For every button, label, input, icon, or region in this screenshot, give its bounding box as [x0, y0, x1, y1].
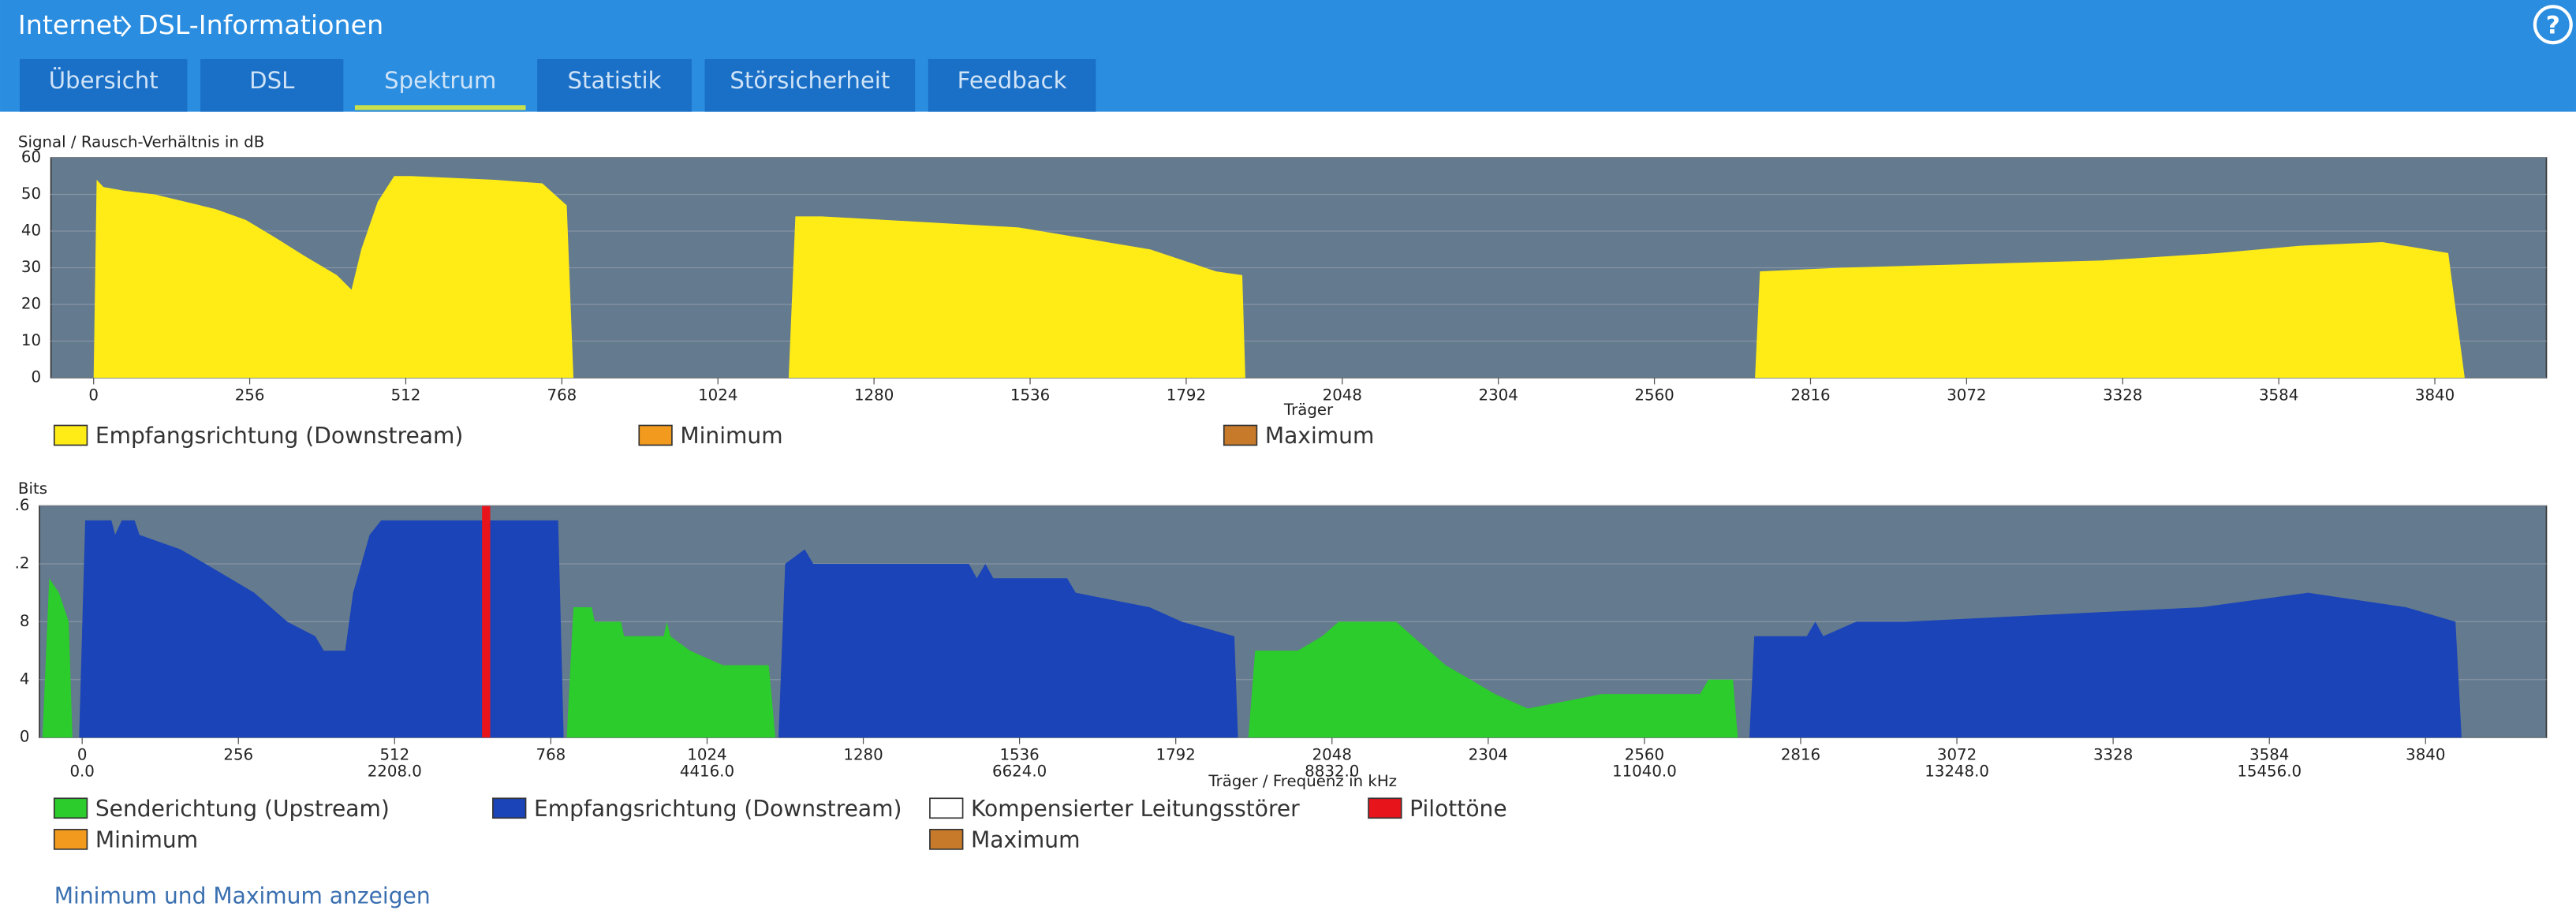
y-tick-label: .6 [15, 496, 30, 514]
y-tick-label: 0 [32, 368, 42, 386]
y-tick-label: 40 [21, 221, 41, 239]
x2-tick-label: 0.0 [69, 762, 94, 780]
x-tick-label: 2048 [1312, 746, 1352, 764]
legend-label: Maximum [971, 826, 1081, 852]
x2-tick-label: 8832.0 [1305, 762, 1359, 780]
tab-label[interactable]: DSL [249, 67, 295, 94]
y-axis-title: Bits [18, 479, 47, 498]
legend-label: Empfangsrichtung (Downstream) [95, 423, 464, 449]
x-tick-label: 0 [88, 386, 99, 404]
y-tick-label: 60 [21, 147, 41, 166]
x-tick-label: 3072 [1937, 746, 1977, 764]
legend-swatch [929, 829, 964, 850]
x-tick-label: 2304 [1469, 746, 1508, 764]
x2-tick-label: 13248.0 [1925, 762, 1989, 780]
tab[interactable] [537, 58, 692, 112]
legend-swatch [492, 797, 527, 819]
x-tick-label: 1792 [1156, 746, 1196, 764]
x-tick-label: 256 [223, 746, 253, 764]
tab[interactable] [354, 58, 526, 112]
x-tick-label: 1024 [698, 386, 737, 404]
breadcrumb-separator [121, 15, 132, 37]
legend-swatch [53, 829, 88, 850]
tab[interactable] [200, 58, 344, 112]
x2-tick-label: 15456.0 [2237, 762, 2302, 780]
legend-swatch [929, 797, 964, 819]
help-icon-text[interactable]: ? [2546, 11, 2560, 39]
breadcrumb-item[interactable]: Internet [18, 9, 122, 40]
x-tick-label: 1280 [854, 386, 894, 404]
x-tick-label: 2560 [1634, 386, 1674, 404]
x-tick-label: 1792 [1167, 386, 1206, 404]
x-tick-label: 0 [77, 746, 88, 764]
x-tick-label: 3584 [2249, 746, 2289, 764]
legend-swatch [53, 424, 88, 446]
legend-swatch [1368, 797, 1402, 819]
x-tick-label: 3072 [1947, 386, 1986, 404]
x2-tick-label: 6624.0 [992, 762, 1047, 780]
tab[interactable] [20, 58, 188, 112]
area [93, 176, 2465, 379]
x-tick-label: 2816 [1790, 386, 1830, 404]
y-tick-label: 50 [21, 185, 41, 203]
tab[interactable] [704, 58, 916, 112]
y-axis-title: Signal / Rausch-Verhältnis in dB [18, 133, 264, 151]
y-tick-label: 10 [21, 331, 41, 349]
y-tick-label: 4 [20, 670, 30, 688]
toggle-min-max-link[interactable]: Minimum und Maximum anzeigen [54, 882, 431, 908]
x-tick-label: 2816 [1781, 746, 1820, 764]
x-tick-label: 512 [391, 386, 421, 404]
x-tick-label: 2560 [1625, 746, 1664, 764]
x-axis-title: Träger [1283, 401, 1334, 419]
area [79, 520, 2462, 738]
x2-tick-label: 4416.0 [680, 762, 734, 780]
tab-label[interactable]: Übersicht [49, 67, 159, 94]
breadcrumb-item: DSL-Informationen [138, 9, 383, 40]
x-tick-label: 3328 [2093, 746, 2133, 764]
x-tick-label: 768 [536, 746, 566, 764]
tab-label[interactable]: Statistik [568, 67, 662, 94]
x-tick-label: 2048 [1323, 386, 1362, 404]
x-tick-label: 1536 [999, 746, 1039, 764]
legend-label: Minimum [95, 826, 198, 852]
y-tick-label: .2 [15, 554, 30, 572]
x2-tick-label: 11040.0 [1612, 762, 1677, 780]
x-tick-label: 512 [379, 746, 409, 764]
x-tick-label: 1536 [1010, 386, 1050, 404]
tab[interactable] [928, 58, 1096, 112]
legend-label: Maximum [1265, 423, 1375, 449]
x-tick-label: 256 [235, 386, 265, 404]
x-tick-label: 2304 [1479, 386, 1518, 404]
y-tick-label: 30 [21, 258, 41, 276]
x-tick-label: 3328 [2103, 386, 2142, 404]
legend-swatch [638, 424, 673, 446]
legend-label: Empfangsrichtung (Downstream) [534, 796, 902, 822]
x-tick-label: 3840 [2415, 386, 2455, 404]
pilot-tone-bar [482, 505, 491, 738]
y-tick-label: 8 [20, 612, 30, 630]
x-tick-label: 768 [547, 386, 577, 404]
tab-label[interactable]: Störsicherheit [730, 67, 890, 94]
x-axis-title: Träger / Frequenz in kHz [1208, 772, 1397, 790]
legend-swatch [1223, 424, 1258, 446]
tab-active-indicator [354, 105, 526, 110]
legend-label: Pilottöne [1409, 796, 1507, 822]
tab-bar: Übersicht DSL Spektrum Statistik Störsicherh… [20, 58, 1096, 112]
legend-label: Minimum [680, 423, 782, 449]
y-tick-label: 0 [20, 728, 30, 746]
x-tick-label: 3584 [2259, 386, 2298, 404]
legend-swatch [53, 797, 88, 819]
x-tick-label: 1024 [687, 746, 726, 764]
help-icon[interactable] [2533, 5, 2573, 45]
tab-label[interactable]: Spektrum [384, 67, 496, 94]
tab-label[interactable]: Feedback [958, 67, 1067, 94]
y-tick-label: 20 [21, 295, 41, 313]
legend-label: Kompensierter Leitungsstörer [971, 796, 1300, 822]
x2-tick-label: 2208.0 [368, 762, 422, 780]
area [42, 578, 1738, 738]
legend-label: Senderichtung (Upstream) [95, 796, 390, 822]
x-tick-label: 3840 [2406, 746, 2445, 764]
x-tick-label: 1280 [843, 746, 883, 764]
